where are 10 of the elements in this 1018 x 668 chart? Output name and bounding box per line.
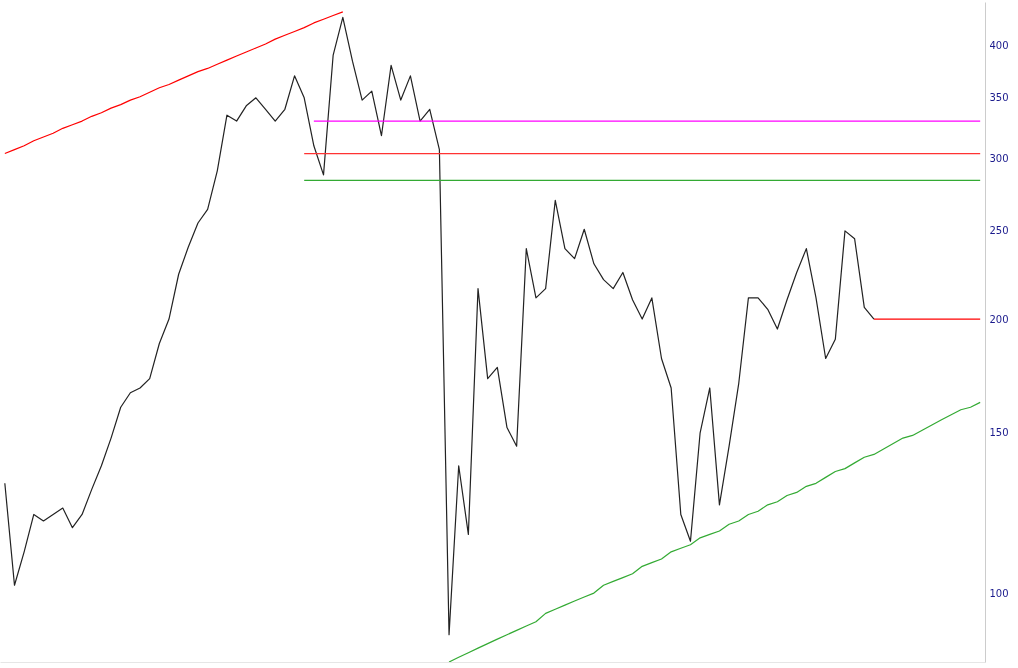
line-series bbox=[448, 401, 981, 662]
y-tick-label: 350 bbox=[989, 92, 1009, 104]
y-tick-label: 200 bbox=[989, 313, 1009, 325]
y-tick-label: 400 bbox=[989, 39, 1009, 51]
y-tick-label: 300 bbox=[989, 153, 1009, 165]
y-tick-label: 150 bbox=[989, 427, 1009, 439]
y-tick-label: 100 bbox=[989, 587, 1009, 599]
line-series bbox=[4, 11, 344, 155]
y-tick-label: 250 bbox=[989, 225, 1009, 237]
line-series bbox=[4, 16, 875, 636]
